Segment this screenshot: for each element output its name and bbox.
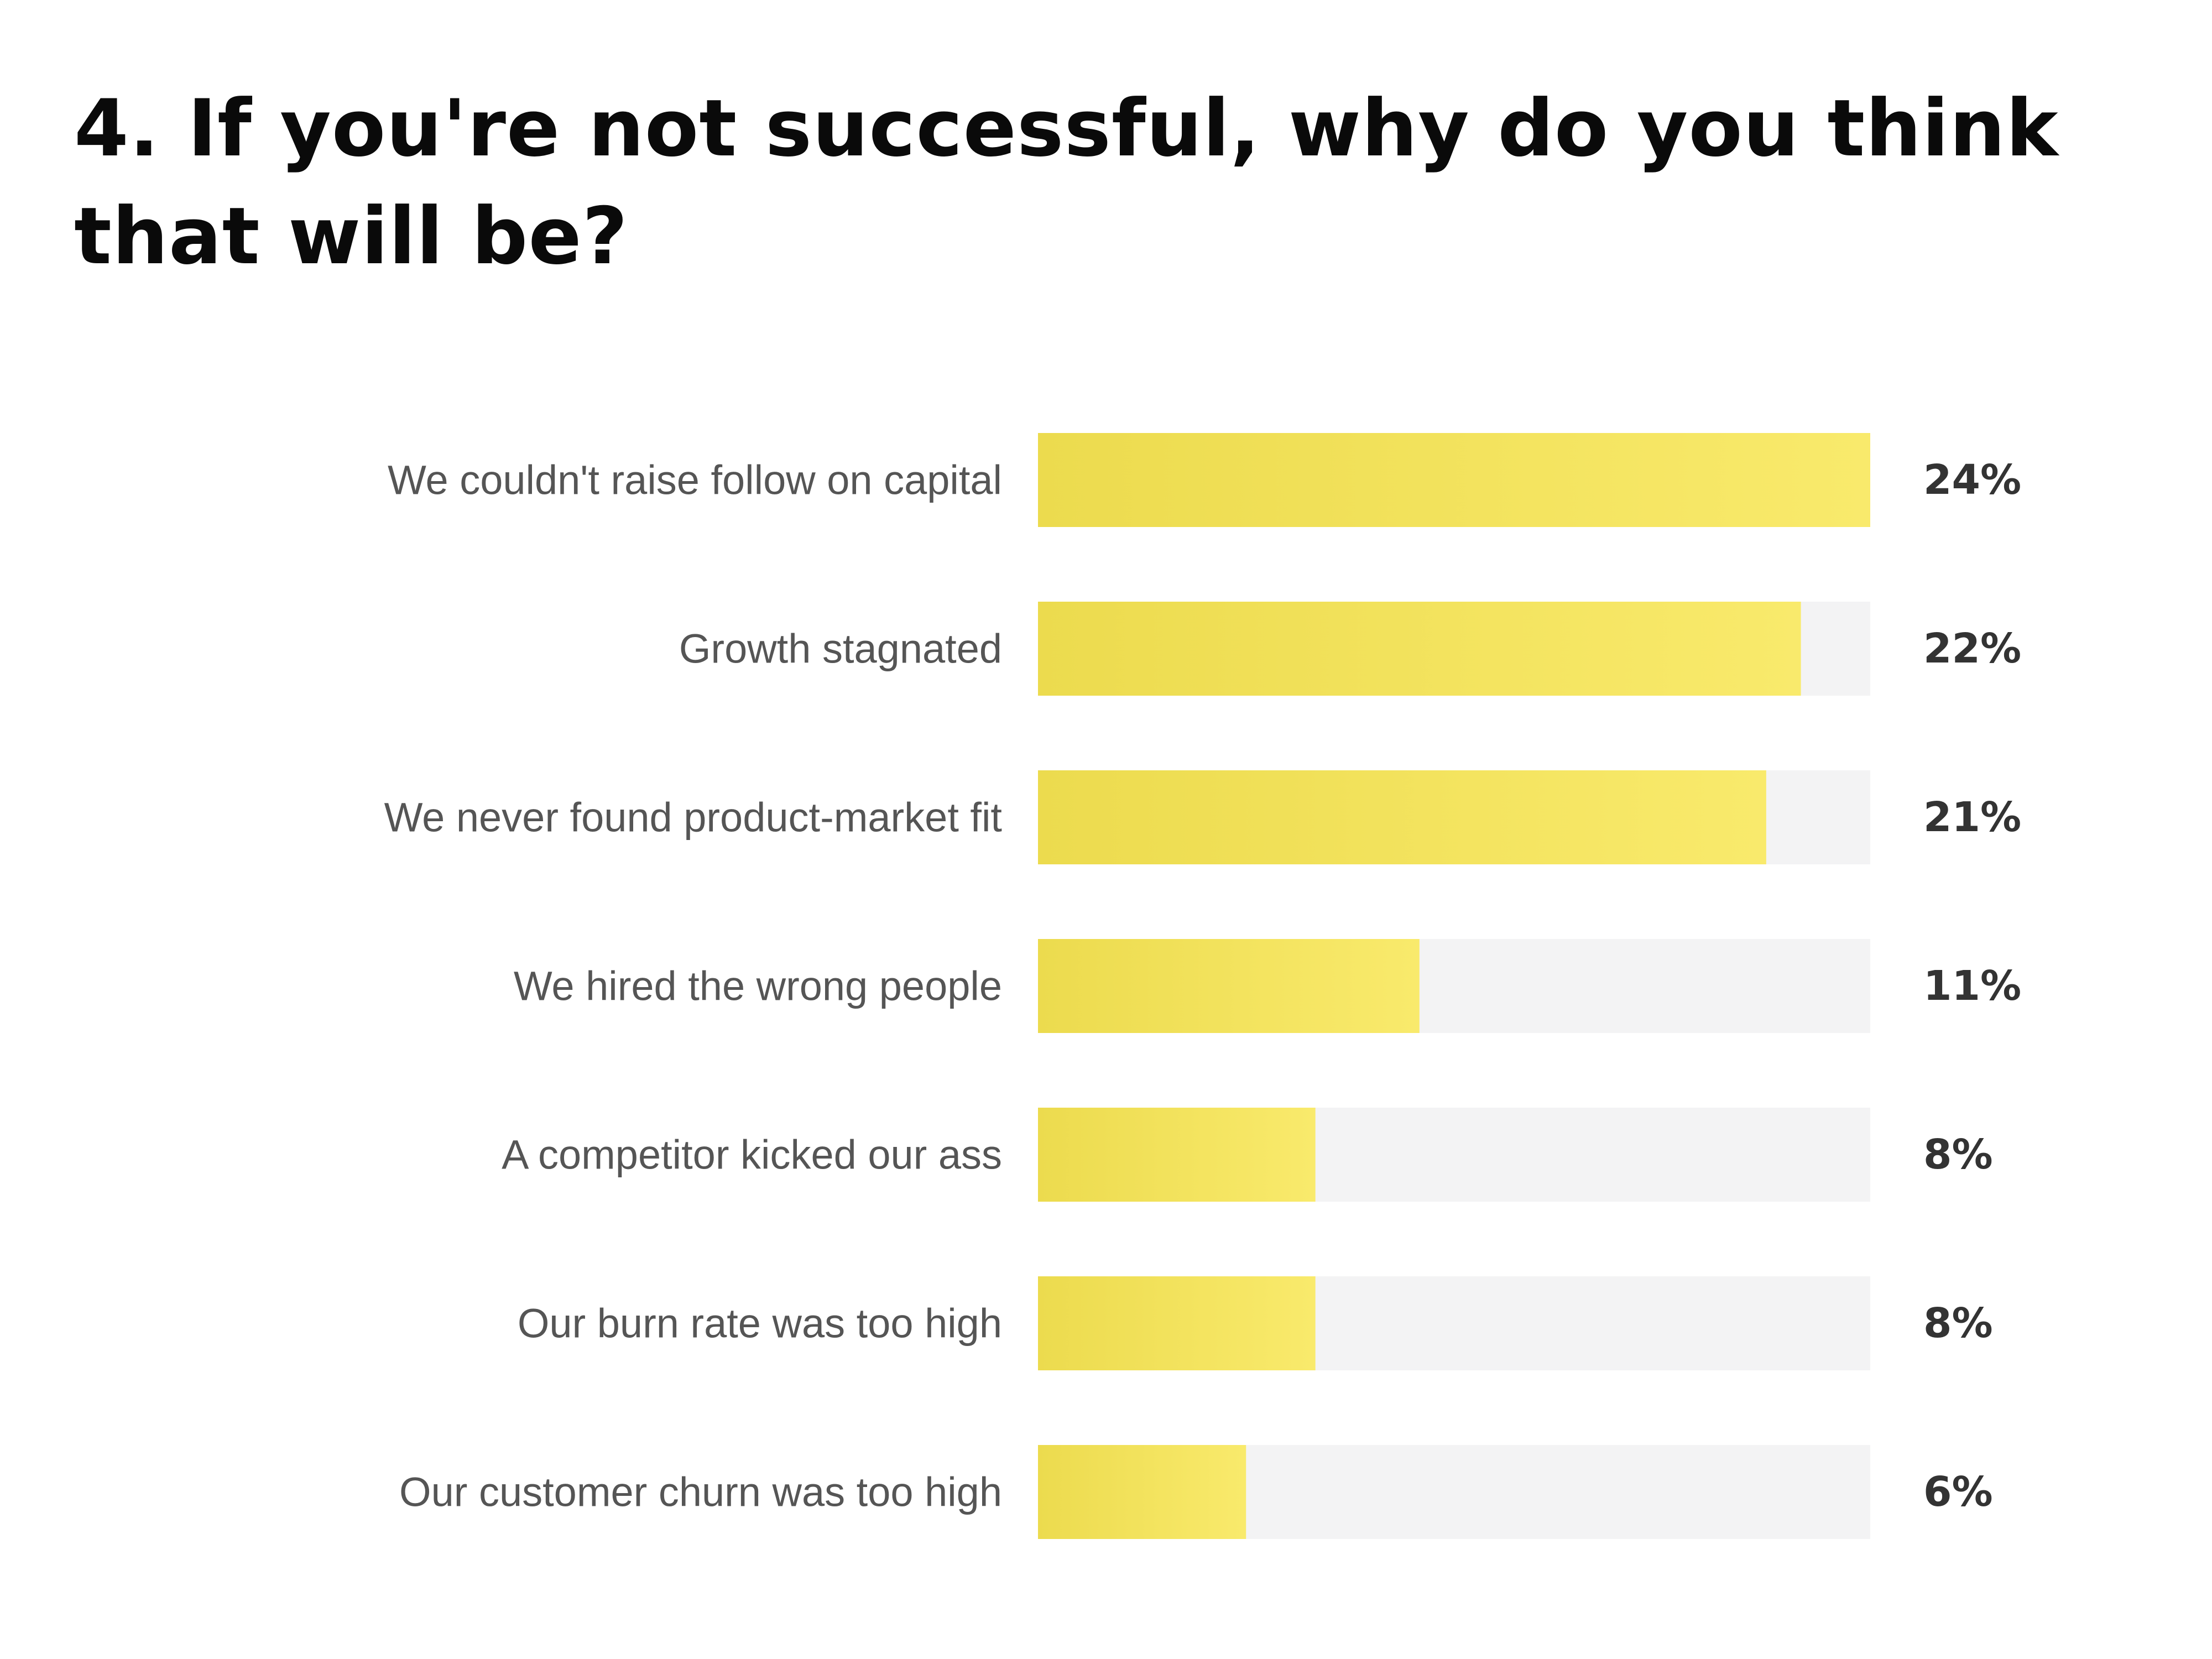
bar [1038,433,1870,527]
bar [1038,1108,1316,1202]
value-label: 8% [1923,1131,1993,1178]
category-label: We hired the wrong people [514,963,1002,1009]
value-label: 11% [1923,962,2021,1010]
category-label: We never found product-market fit [384,795,1003,841]
category-label: Our burn rate was too high [518,1301,1002,1347]
bar [1038,770,1766,864]
bar [1038,602,1801,696]
chart-title: 4. If you're not successful, why do you … [74,83,2059,282]
bars-group: We couldn't raise follow on capital 24% Gr… [384,433,2021,1539]
value-label: 21% [1923,794,2021,841]
category-label: We couldn't raise follow on capital [388,457,1002,503]
value-label: 8% [1923,1300,1993,1347]
category-label: Our customer churn was too high [399,1469,1002,1515]
category-label: A competitor kicked our ass [502,1132,1002,1178]
value-label: 22% [1923,625,2021,672]
bar [1038,1445,1246,1539]
bar [1038,1276,1316,1370]
value-label: 6% [1923,1468,1993,1516]
bar [1038,939,1420,1033]
category-label: Growth stagnated [679,626,1002,672]
value-label: 24% [1923,456,2021,504]
